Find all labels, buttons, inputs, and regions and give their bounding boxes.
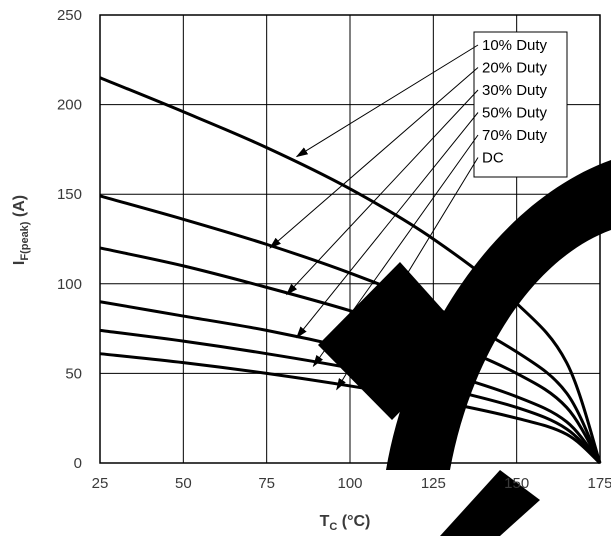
legend-box: [473, 31, 568, 178]
legend-pointer-10-duty: [295, 44, 479, 158]
series-line-70-duty: [99, 328, 602, 465]
legend: 10% Duty 20% Duty 30% Duty 50% Duty 70% Duty…: [269, 31, 568, 391]
axis-titles: TC (°C) IF(peak) (A): [11, 195, 370, 533]
x-tick-label-50: 50: [175, 475, 192, 492]
x-tick-label-100: 100: [337, 475, 362, 492]
legend-pointer-20-duty: [269, 67, 479, 249]
watermark-stroke-bottom: [440, 470, 540, 536]
legend-label-20-duty: 20% Duty: [482, 60, 548, 77]
y-tick-label-100: 100: [57, 276, 82, 293]
x-axis-title-sub: C: [329, 521, 337, 533]
legend-pointer-dc: [336, 157, 479, 391]
x-tick-label-25: 25: [92, 475, 109, 492]
legend-pointer-30-duty: [285, 89, 479, 296]
y-axis-title: IF(peak) (A): [11, 195, 31, 265]
y-axis-title-unit: (A): [11, 195, 28, 222]
legend-label-70-duty: 70% Duty: [482, 127, 548, 144]
x-axis-title: TC (°C): [320, 513, 371, 533]
legend-label-30-duty: 30% Duty: [482, 82, 548, 99]
legend-label-10-duty: 10% Duty: [482, 37, 548, 54]
legend-label-50-duty: 50% Duty: [482, 105, 548, 122]
y-tick-label-200: 200: [57, 97, 82, 114]
y-tick-label-150: 150: [57, 186, 82, 203]
x-tick-label-175: 175: [587, 475, 611, 492]
x-tick-label-75: 75: [258, 475, 275, 492]
y-tick-label-0: 0: [74, 455, 82, 472]
x-tick-label-150: 150: [504, 475, 529, 492]
y-tick-label-250: 250: [57, 7, 82, 24]
x-tick-label-125: 125: [421, 475, 446, 492]
y-tick-label-50: 50: [65, 365, 82, 382]
series-line-20-duty: [99, 194, 602, 464]
x-axis-title-main: T: [320, 513, 330, 530]
y-axis-title-sub: F(peak): [19, 221, 31, 260]
watermark-stroke-left: [318, 262, 470, 420]
tick-labels: 25 50 75 100 125 150 175 0 50 100 150 200 250: [57, 7, 611, 492]
series-line-50-duty: [99, 300, 602, 464]
legend-pointer-50-duty: [296, 112, 479, 339]
x-axis-title-unit: (°C): [337, 513, 370, 530]
background-watermark: [318, 160, 611, 536]
series-line-dc: [99, 352, 602, 465]
watermark-stroke-arc: [386, 160, 611, 470]
legend-pointer-70-duty: [312, 134, 479, 368]
y-axis-title-main: I: [11, 261, 28, 265]
legend-label-dc: DC: [482, 150, 504, 167]
